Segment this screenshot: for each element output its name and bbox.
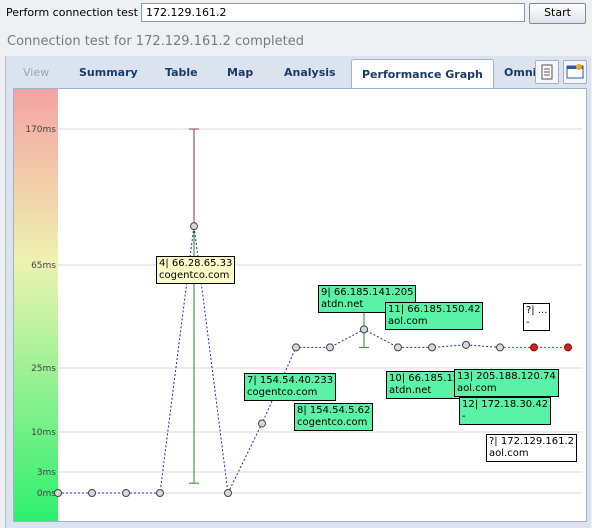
start-button[interactable]: Start [529, 3, 586, 24]
hop-label-title: 7| 154.54.40.233 [247, 375, 334, 387]
hop-point [54, 489, 62, 497]
tab-bar: View Summary Table Map Analysis Performa… [6, 57, 590, 90]
hop-label-domain: cogentco.com [247, 387, 318, 399]
report-icon-graphic [541, 64, 553, 80]
hop-label-domain: - [526, 317, 530, 329]
hop-label-title: 10| 66.185.152.113 [389, 373, 488, 385]
hop-label-domain: cogentco.com [159, 270, 230, 282]
hop-label: 4| 66.28.65.33 cogentco.com [156, 256, 236, 285]
tab-table[interactable]: Table [165, 66, 198, 79]
hop-label-title: 13| 205.188.120.74 [457, 371, 556, 383]
hop-label: 7| 154.54.40.233 cogentco.com [244, 373, 337, 402]
tab-summary[interactable]: Summary [79, 66, 138, 79]
hop-label-title: 8| 154.54.5.62 [297, 405, 371, 417]
hop-point [462, 340, 470, 349]
hop-label-domain: cogentco.com [297, 417, 368, 429]
tab-analysis[interactable]: Analysis [284, 66, 336, 79]
tab-performance-graph[interactable]: Performance Graph [351, 59, 494, 90]
hop-label: 13| 205.188.120.74 aol.com [454, 369, 559, 398]
status-text: Connection test for 172.129.161.2 comple… [7, 34, 305, 49]
hop-label: 11| 66.185.150.42 aol.com [385, 302, 484, 331]
hop-point [530, 343, 538, 352]
hop-point [292, 343, 300, 352]
y-tick-label: 0ms [37, 489, 56, 499]
performance-graph-svg: 170ms 65ms 25ms 10ms 3ms 0ms [14, 89, 582, 521]
hop-point [156, 489, 164, 497]
latency-line [58, 226, 501, 495]
hop-label-title: 12| 172.18.30.42 [462, 398, 549, 410]
report-icon[interactable] [535, 60, 559, 84]
y-tick-label: 65ms [31, 261, 56, 271]
hop-label-domain: atdn.net [321, 299, 364, 311]
hop-label: ?| 172.129.161.2 aol.com [486, 434, 578, 463]
hop-label: 12| 172.18.30.42- [459, 396, 552, 425]
y-tick-label: 3ms [37, 468, 56, 478]
hop-label-domain: aol.com [457, 383, 497, 395]
hop-label-title: ?| ... [526, 305, 548, 317]
y-tick-label: 25ms [31, 364, 56, 374]
performance-graph: 170ms 65ms 25ms 10ms 3ms 0ms 4| 66.28.65.33 co… [13, 88, 587, 522]
hop-point [394, 343, 402, 352]
host-label: Perform connection test to [6, 6, 153, 19]
hop-label-title: ?| 172.129.161.2 [489, 436, 575, 448]
tab-view[interactable]: View [23, 66, 50, 79]
hop-point [564, 343, 572, 352]
hop-label-domain: - [462, 410, 466, 422]
y-tick-label: 170ms [25, 125, 56, 135]
hop-label-domain: aol.com [489, 448, 529, 460]
hop-label: 8| 154.54.5.62 cogentco.com [294, 403, 374, 432]
hop-label-title: 9| 66.185.141.205 [321, 287, 414, 299]
hop-label-domain: atdn.net [389, 385, 432, 397]
tab-map[interactable]: Map [227, 66, 254, 79]
latency-gradient-bar [14, 89, 58, 521]
hop-point [326, 343, 334, 352]
hop-point [122, 489, 130, 497]
hop-point [428, 343, 436, 352]
hop-point [224, 489, 232, 497]
tab-omni[interactable]: Omni [504, 66, 537, 79]
hop-point [360, 325, 368, 334]
y-tick-label: 10ms [31, 428, 56, 438]
hop-label-title: 11| 66.185.150.42 [388, 304, 481, 316]
hop-point [258, 419, 266, 428]
hop-point [190, 222, 198, 231]
connection-toolbar: Perform connection test to Start [0, 0, 592, 26]
hop-point [88, 489, 96, 497]
hop-label: ?| ... - [523, 303, 551, 332]
hop-label-title: 4| 66.28.65.33 [159, 258, 233, 270]
hop-point [496, 343, 504, 352]
host-input[interactable] [141, 3, 525, 22]
snapshot-icon-graphic [566, 64, 584, 79]
snapshot-icon[interactable] [563, 60, 587, 84]
hop-label-domain: aol.com [388, 316, 428, 328]
